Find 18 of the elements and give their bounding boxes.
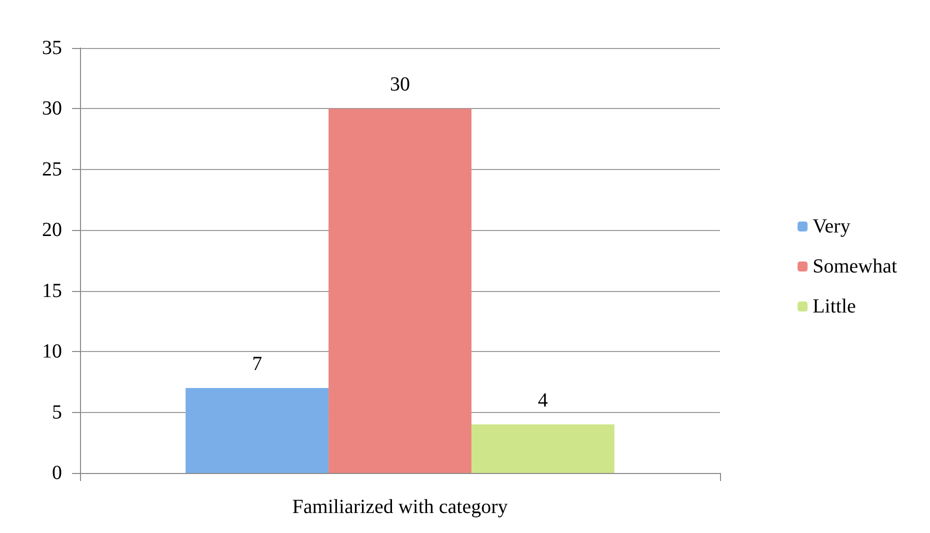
y-tick-label: 15 <box>42 280 62 302</box>
legend-label: Very <box>812 216 850 238</box>
y-tick-label: 20 <box>42 219 62 242</box>
bar <box>471 424 614 473</box>
y-tick-label: 10 <box>42 340 62 363</box>
y-tick-label: 35 <box>42 37 62 59</box>
bar <box>328 108 472 473</box>
y-tick-label: 25 <box>42 158 62 180</box>
legend-label: Little <box>812 296 856 318</box>
data-label: 4 <box>538 389 548 412</box>
data-label: 30 <box>390 74 410 96</box>
x-tick-label: Familiarized with category <box>292 496 508 518</box>
bar <box>186 388 329 473</box>
data-label: 7 <box>252 353 262 375</box>
y-tick-label: 30 <box>42 98 62 120</box>
legend-label: Somewhat <box>812 256 898 278</box>
y-tick-label: 5 <box>52 401 62 424</box>
y-tick-label: 0 <box>52 462 62 484</box>
